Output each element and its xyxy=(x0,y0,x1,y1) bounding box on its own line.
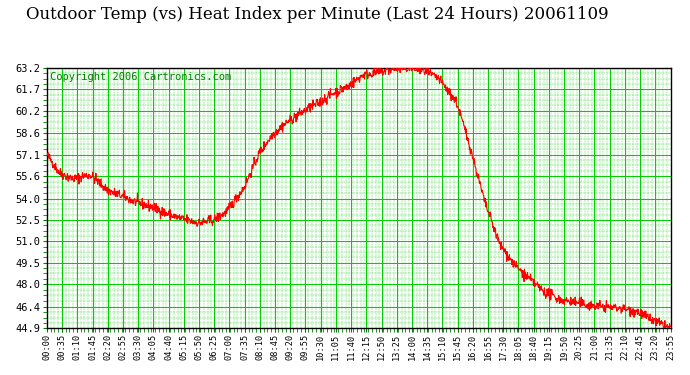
Text: Outdoor Temp (vs) Heat Index per Minute (Last 24 Hours) 20061109: Outdoor Temp (vs) Heat Index per Minute … xyxy=(26,6,609,22)
Text: Copyright 2006 Cartronics.com: Copyright 2006 Cartronics.com xyxy=(50,72,231,82)
